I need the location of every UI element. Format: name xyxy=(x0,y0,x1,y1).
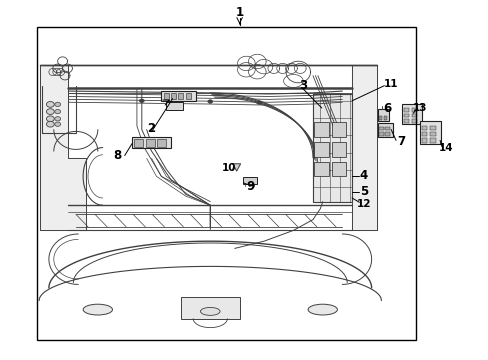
Bar xyxy=(411,108,416,112)
Bar xyxy=(331,142,346,157)
Ellipse shape xyxy=(307,304,337,315)
Bar xyxy=(385,127,389,130)
Bar xyxy=(37,27,415,340)
Text: 7: 7 xyxy=(396,135,404,148)
Circle shape xyxy=(139,99,144,103)
Bar xyxy=(157,139,166,147)
Bar xyxy=(429,138,435,143)
Polygon shape xyxy=(312,94,351,202)
Text: 14: 14 xyxy=(438,143,452,153)
Circle shape xyxy=(46,116,54,122)
Polygon shape xyxy=(40,65,85,230)
Ellipse shape xyxy=(200,307,220,315)
Bar xyxy=(163,93,168,99)
Bar xyxy=(379,127,383,130)
Bar xyxy=(145,139,154,147)
Text: 1: 1 xyxy=(235,6,243,19)
Bar xyxy=(242,177,257,184)
Bar xyxy=(403,119,408,123)
Bar xyxy=(314,142,328,157)
Bar xyxy=(181,297,239,319)
Bar xyxy=(377,109,388,121)
Text: 10: 10 xyxy=(221,163,236,174)
Bar xyxy=(385,132,389,136)
Text: 9: 9 xyxy=(246,180,254,193)
Bar xyxy=(314,162,328,176)
Bar xyxy=(411,119,416,123)
Circle shape xyxy=(46,102,54,107)
Circle shape xyxy=(46,121,54,127)
Bar xyxy=(377,123,392,137)
Text: 6: 6 xyxy=(383,102,390,114)
Bar xyxy=(314,122,328,137)
Bar xyxy=(331,122,346,137)
Polygon shape xyxy=(351,65,376,230)
Text: 13: 13 xyxy=(412,103,427,113)
Text: 8: 8 xyxy=(113,149,121,162)
Circle shape xyxy=(55,117,61,121)
Text: 4: 4 xyxy=(359,169,367,182)
Bar xyxy=(161,91,195,101)
Text: 5: 5 xyxy=(359,185,367,198)
Text: 12: 12 xyxy=(356,199,370,210)
Bar xyxy=(421,126,427,130)
Circle shape xyxy=(256,101,261,104)
Bar xyxy=(403,108,408,112)
Circle shape xyxy=(207,100,212,103)
Circle shape xyxy=(55,109,61,114)
Circle shape xyxy=(46,109,54,114)
Circle shape xyxy=(55,102,61,107)
Bar xyxy=(401,104,421,124)
Circle shape xyxy=(168,99,173,103)
Bar xyxy=(171,93,176,99)
Text: 11: 11 xyxy=(383,79,398,89)
Bar xyxy=(379,132,383,136)
Bar xyxy=(331,162,346,176)
Bar xyxy=(134,139,142,147)
Polygon shape xyxy=(232,164,240,171)
Text: 2: 2 xyxy=(147,122,155,135)
Bar xyxy=(429,126,435,130)
Bar xyxy=(403,114,408,117)
Circle shape xyxy=(55,122,61,126)
Text: 3: 3 xyxy=(299,79,306,92)
Bar xyxy=(421,138,427,143)
Bar xyxy=(383,116,386,120)
Bar xyxy=(166,102,183,110)
Ellipse shape xyxy=(83,304,112,315)
Bar xyxy=(379,116,382,120)
Bar xyxy=(429,132,435,136)
Bar xyxy=(132,137,171,148)
Bar xyxy=(411,114,416,117)
Bar xyxy=(421,132,427,136)
Bar xyxy=(419,121,440,144)
Bar xyxy=(178,93,183,99)
Bar xyxy=(185,93,190,99)
